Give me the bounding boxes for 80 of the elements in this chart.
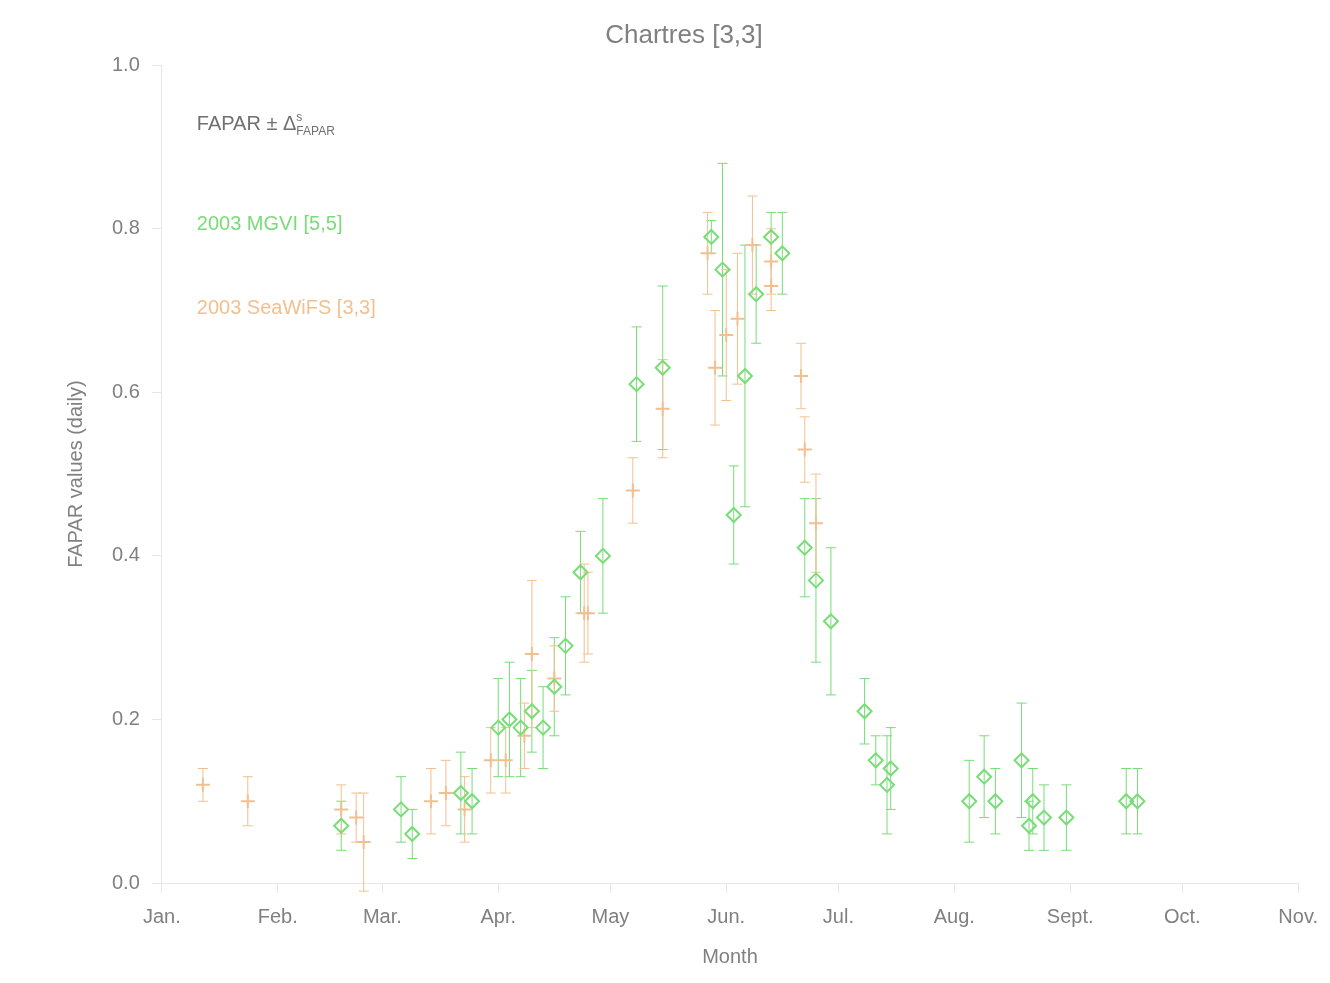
- point: [546, 678, 563, 695]
- point: [654, 400, 671, 417]
- y-tick-label: 0.6: [111, 379, 140, 402]
- point: [856, 703, 873, 720]
- y-tick-label: 0.2: [111, 706, 140, 729]
- point: [961, 793, 978, 810]
- point: [736, 367, 753, 384]
- point: [1024, 793, 1041, 810]
- point: [1058, 809, 1075, 826]
- point: [501, 711, 518, 728]
- point: [882, 760, 899, 777]
- point: [497, 752, 514, 769]
- point: [1129, 793, 1146, 810]
- point: [523, 703, 540, 720]
- point: [744, 237, 761, 254]
- point: [878, 776, 895, 793]
- point: [654, 359, 671, 376]
- point: [987, 793, 1004, 810]
- x-tick-label: Jun.: [707, 904, 746, 927]
- y-axis-title: FAPAR values (daily): [63, 380, 86, 568]
- point: [725, 506, 742, 523]
- point: [422, 793, 439, 810]
- x-tick-label: Sept.: [1046, 904, 1094, 927]
- x-tick-label: Mar.: [362, 904, 402, 927]
- point: [546, 670, 563, 687]
- point: [1021, 817, 1038, 834]
- point: [523, 646, 540, 663]
- y-tick-label: 1.0: [111, 52, 140, 75]
- point: [714, 261, 731, 278]
- point: [807, 572, 824, 589]
- point: [557, 637, 574, 654]
- point: [976, 768, 993, 785]
- point: [482, 752, 499, 769]
- point: [594, 547, 611, 564]
- point: [1035, 809, 1052, 826]
- text: 2003 MGVI [5,5]: [196, 212, 343, 235]
- y-tick-label: 0.4: [111, 543, 140, 566]
- point: [512, 719, 529, 736]
- point: [718, 327, 735, 344]
- y-tick-label: 0.8: [111, 216, 140, 239]
- point: [796, 539, 813, 556]
- point: [774, 245, 791, 262]
- x-tick-label: Jan.: [142, 904, 181, 927]
- point: [1118, 793, 1135, 810]
- point: [490, 719, 507, 736]
- point: [796, 441, 813, 458]
- point: [535, 719, 552, 736]
- x-tick-label: Apr.: [480, 904, 517, 927]
- text: 2003 SeaWiFS [3,3]: [196, 296, 376, 319]
- point: [793, 367, 810, 384]
- point: [699, 245, 716, 262]
- point: [729, 310, 746, 327]
- point: [393, 801, 410, 818]
- point: [763, 228, 780, 245]
- point: [437, 785, 454, 802]
- x-axis-title: Month: [702, 944, 758, 967]
- x-tick-label: May: [591, 904, 630, 927]
- point: [624, 482, 641, 499]
- point: [748, 286, 765, 303]
- point: [516, 727, 533, 744]
- point: [763, 253, 780, 270]
- point: [867, 752, 884, 769]
- chart-title: Chartres [3,3]: [605, 18, 763, 49]
- y-tick-label: 0.0: [111, 870, 140, 893]
- x-tick-label: Oct.: [1163, 904, 1201, 927]
- point: [707, 359, 724, 376]
- x-tick-label: Jul.: [822, 904, 854, 927]
- point: [456, 801, 473, 818]
- x-tick-label: Aug.: [933, 904, 975, 927]
- point: [703, 228, 720, 245]
- point: [822, 613, 839, 630]
- point: [464, 793, 481, 810]
- point: [1013, 752, 1030, 769]
- x-tick-label: Nov.: [1278, 904, 1318, 927]
- point: [404, 825, 421, 842]
- point: [452, 785, 469, 802]
- point: [628, 376, 645, 393]
- point: [807, 515, 824, 532]
- point: [572, 564, 589, 581]
- x-tick-label: Feb.: [257, 904, 298, 927]
